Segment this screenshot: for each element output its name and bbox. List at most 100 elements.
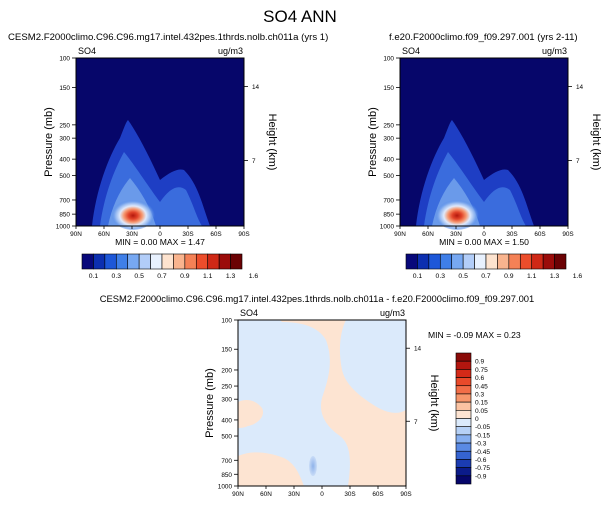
right-lattick-label: 60N [422, 231, 434, 238]
left-lattick-label: 90N [70, 231, 82, 238]
left-ptick-label: 150 [59, 85, 70, 92]
right-ptick-label: 100 [383, 56, 394, 63]
right-ptick-label: 150 [383, 85, 394, 92]
left-lattick-label: 0 [158, 231, 162, 238]
left-ptick-label: 250 [59, 122, 70, 129]
colorbar-label: -0.3 [475, 441, 487, 448]
colorbar-swatch [554, 253, 567, 270]
colorbar-label: 0.3 [436, 273, 446, 280]
diff-ptick-label: 150 [221, 347, 232, 354]
diff-negative-spot [309, 456, 317, 476]
colorbar-label: 0.6 [475, 375, 484, 382]
right-colorbar: 0.1 0.3 0.5 0.7 0.9 1.1 1.3 1.6 [405, 253, 582, 280]
colorbar-swatch [417, 253, 430, 270]
right-htick-label: 7 [576, 158, 580, 165]
colorbar-swatch [455, 401, 472, 411]
colorbar-swatch [93, 253, 106, 270]
colorbar-swatch [439, 253, 453, 270]
colorbar-label: 0.5 [458, 273, 468, 280]
right-ptick-label: 400 [383, 157, 394, 164]
left-ptick-label: 400 [59, 157, 70, 164]
diff-ptick-label: 300 [221, 397, 232, 404]
colorbar-swatch [127, 253, 140, 270]
diff-htick-label: 7 [414, 419, 418, 426]
colorbar-label: -0.05 [475, 424, 490, 431]
left-units-label: ug/m3 [218, 46, 243, 56]
colorbar-swatch [218, 253, 231, 270]
colorbar-label: 0.15 [475, 400, 488, 407]
diff-ptick-label: 850 [221, 472, 232, 479]
colorbar-swatch [455, 385, 472, 395]
colorbar-label: -0.45 [475, 449, 490, 456]
diff-positive-left [238, 400, 264, 428]
axis-labels: Pressure (mb) Height (km) Pressure (mb) … [43, 107, 601, 438]
figure-title: SO4 ANN [263, 7, 337, 26]
diff-lattick-label: 90N [232, 491, 244, 498]
diff-ptick-label: 250 [221, 384, 232, 391]
colorbar-swatch [138, 253, 151, 270]
diff-ylabel: Pressure (mb) [204, 368, 216, 438]
left-ptick-label: 100 [59, 56, 70, 63]
diff-colorbar: 0.90.750.60.450.3 0.150.050-0.05-0.15 -0.3… [455, 352, 490, 485]
right-panel-title: f.e20.F2000climo.f09_f09.297.001 (yrs 2-… [389, 32, 578, 43]
right-ptick-label: 850 [383, 212, 394, 219]
colorbar-label: 0.5 [134, 273, 144, 280]
colorbar-label: 1.1 [203, 273, 213, 280]
right-units-label: ug/m3 [542, 46, 567, 56]
diff-positive-bottom [238, 452, 304, 486]
colorbar-label: 0.9 [475, 359, 484, 366]
diff-lattick-label: 30N [288, 491, 300, 498]
colorbar-swatch [428, 253, 441, 270]
colorbar-label: 0 [475, 416, 479, 423]
colorbar-swatch [485, 253, 498, 270]
diff-lattick-label: 60N [260, 491, 272, 498]
right-ptick-label: 250 [383, 122, 394, 129]
colorbar-swatch [455, 434, 472, 444]
diff-lattick-label: 90S [400, 491, 411, 498]
left-lattick-label: 90S [238, 231, 249, 238]
diff-ptick-label: 200 [221, 367, 232, 374]
colorbar-swatch [115, 253, 129, 270]
diff-positive-region [280, 320, 406, 486]
right-lattick-label: 0 [482, 231, 486, 238]
colorbar-swatch [455, 360, 472, 370]
colorbar-swatch [531, 253, 544, 270]
colorbar-swatch [81, 253, 94, 270]
left-y2label: Height (km) [266, 114, 278, 171]
right-lattick-label: 90S [562, 231, 573, 238]
right-ptick-label: 300 [383, 136, 394, 143]
right-y2label: Height (km) [590, 114, 601, 171]
colorbar-swatch [150, 253, 163, 270]
right-stats: MIN = 0.00 MAX = 1.50 [439, 237, 529, 247]
colorbar-swatch [184, 253, 197, 270]
left-lattick-label: 30S [182, 231, 193, 238]
colorbar-swatch [451, 253, 464, 270]
colorbar-label: -0.6 [475, 457, 487, 464]
colorbar-swatch [455, 450, 472, 460]
right-ptick-label: 700 [383, 197, 394, 204]
colorbar-swatch [455, 475, 472, 485]
colorbar-swatch [542, 253, 555, 270]
left-ptick-label: 850 [59, 212, 70, 219]
diff-units-label: ug/m3 [380, 308, 405, 318]
colorbar-label: 1.1 [527, 273, 537, 280]
colorbar-label: 0.9 [180, 273, 190, 280]
colorbar-swatch [405, 253, 418, 270]
left-ptick-label: 700 [59, 197, 70, 204]
colorbar-swatch [455, 459, 472, 468]
colorbar-swatch [173, 253, 186, 270]
left-htick-label: 7 [252, 158, 256, 165]
diff-ptick-label: 100 [221, 318, 232, 325]
left-panel: SO4 ug/m3 MIN = 0.00 MAX = 1.47 [75, 46, 245, 247]
diff-ptick-label: 500 [221, 434, 232, 441]
diff-lattick-label: 0 [320, 491, 324, 498]
right-lattick-label: 30N [450, 231, 462, 238]
right-lattick-label: 60S [534, 231, 545, 238]
diff-ptick-label: 1000 [218, 484, 233, 491]
colorbar-swatch [455, 442, 472, 452]
colorbar-label: 0.1 [413, 273, 423, 280]
colorbar-label: 1.6 [249, 273, 259, 280]
right-ptick-label: 1000 [380, 224, 395, 231]
